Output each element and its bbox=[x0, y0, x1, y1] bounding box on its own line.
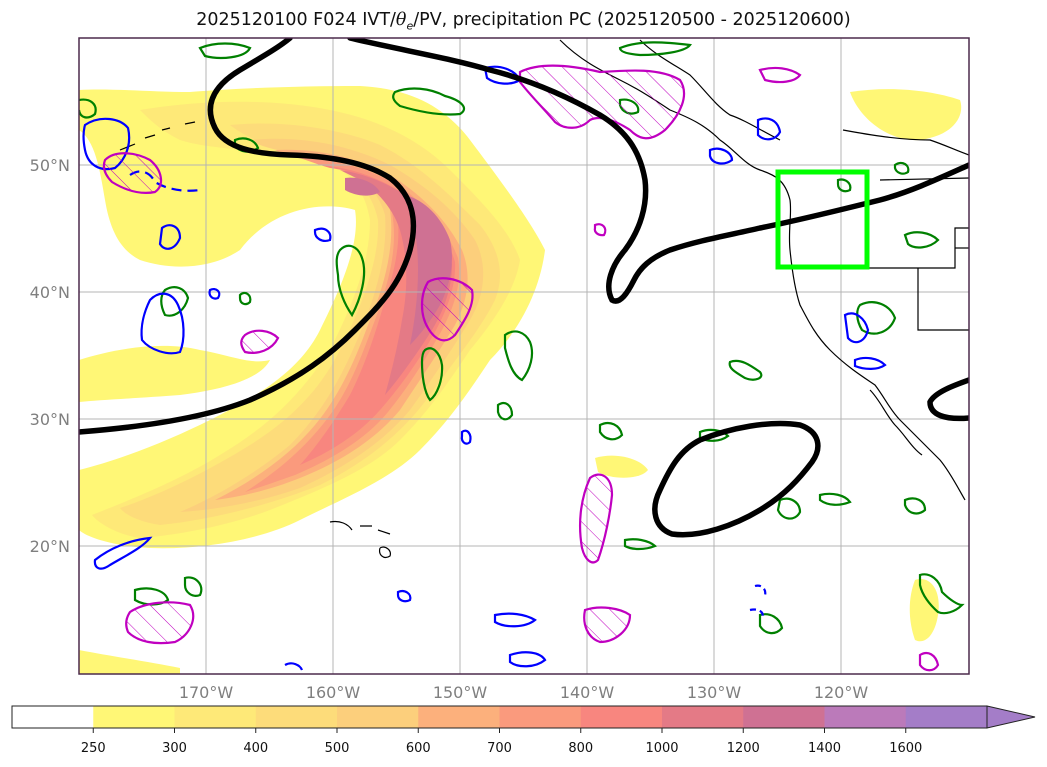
title-prefix: 2025120100 F024 IVT/ bbox=[196, 10, 396, 30]
colorbar-segment bbox=[905, 706, 988, 728]
colorbar-segment bbox=[743, 706, 825, 728]
colorbar-tick-label: 500 bbox=[325, 741, 350, 756]
lat-label-20n: 20°N bbox=[30, 537, 70, 556]
lat-label-40n: 40°N bbox=[30, 283, 70, 302]
colorbar-segment bbox=[255, 706, 338, 728]
colorbar-segment bbox=[662, 706, 744, 728]
lat-label-30n: 30°N bbox=[30, 410, 70, 429]
magenta-contours bbox=[102, 64, 940, 672]
colorbar-tick-labels: 250 300 400 500 600 700 800 1000 1200 1400 1600 bbox=[81, 728, 922, 756]
theta-symbol: θ bbox=[395, 10, 407, 30]
colorbar: 250 300 400 500 600 700 800 1000 1200 1400 1600 bbox=[11, 705, 1036, 756]
colorbar-segment bbox=[337, 706, 419, 728]
coastlines bbox=[119, 39, 969, 559]
colorbar-segment bbox=[580, 706, 663, 728]
lon-label-130w: 130°W bbox=[687, 683, 742, 702]
latitude-labels: 20°N 30°N 40°N 50°N bbox=[30, 156, 70, 556]
lon-label-120w: 120°W bbox=[814, 683, 869, 702]
colorbar-tick-label: 1200 bbox=[727, 741, 760, 756]
theta-subscript: e bbox=[406, 19, 414, 33]
map-frame bbox=[78, 37, 970, 675]
colorbar-tick-label: 300 bbox=[162, 741, 187, 756]
lon-label-170w: 170°W bbox=[179, 683, 234, 702]
colorbar-tick-label: 700 bbox=[487, 741, 512, 756]
colorbar-segment bbox=[93, 706, 175, 728]
colorbar-tick-label: 1400 bbox=[808, 741, 841, 756]
lon-label-140w: 140°W bbox=[560, 683, 615, 702]
colorbar-segments bbox=[12, 706, 988, 728]
pv-contours bbox=[79, 38, 969, 538]
colorbar-segment bbox=[418, 706, 500, 728]
colorbar-segment bbox=[499, 706, 582, 728]
graticule bbox=[79, 38, 969, 674]
colorbar-segment bbox=[174, 706, 257, 728]
longitude-labels: 170°W 160°W 150°W 140°W 130°W 120°W bbox=[179, 683, 869, 702]
map-title: 2025120100 F024 IVT/θe/PV, precipitation… bbox=[0, 10, 1047, 33]
lon-label-150w: 150°W bbox=[433, 683, 488, 702]
highlight-region-box bbox=[775, 169, 870, 270]
lon-label-160w: 160°W bbox=[306, 683, 361, 702]
title-suffix: /PV, precipitation PC (2025120500 - 2025… bbox=[413, 10, 851, 30]
colorbar-tick-label: 600 bbox=[406, 741, 431, 756]
lat-label-50n: 50°N bbox=[30, 156, 70, 175]
colorbar-segment bbox=[824, 706, 907, 728]
colorbar-tick-label: 1000 bbox=[645, 741, 678, 756]
colorbar-tick-label: 400 bbox=[243, 741, 268, 756]
colorbar-tick-label: 1600 bbox=[889, 741, 922, 756]
colorbar-extend-arrow bbox=[986, 705, 1036, 729]
colorbar-segment bbox=[12, 706, 94, 728]
map-area bbox=[79, 38, 969, 674]
colorbar-tick-label: 800 bbox=[568, 741, 593, 756]
colorbar-tick-label: 250 bbox=[81, 741, 106, 756]
